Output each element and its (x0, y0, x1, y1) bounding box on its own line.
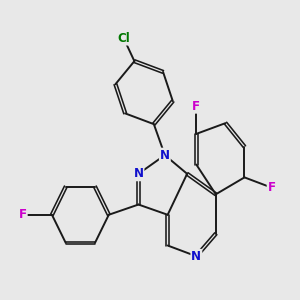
Text: N: N (160, 148, 170, 162)
Text: F: F (19, 208, 27, 221)
Text: F: F (268, 181, 276, 194)
Text: N: N (191, 250, 201, 263)
Text: N: N (134, 167, 143, 180)
Text: Cl: Cl (117, 32, 130, 45)
Text: F: F (192, 100, 200, 113)
